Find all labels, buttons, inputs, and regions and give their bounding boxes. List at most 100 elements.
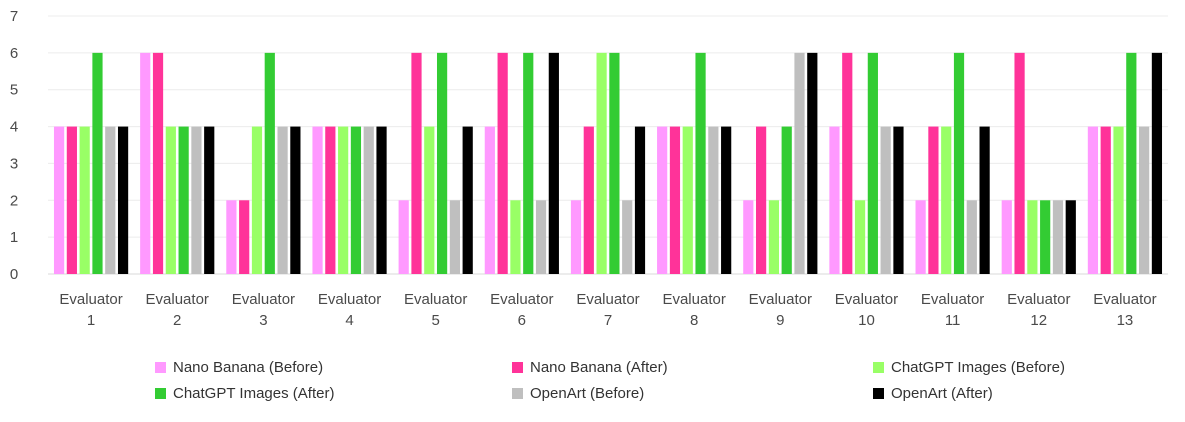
bar-chatgpt-images-before-evaluator-1 bbox=[79, 126, 90, 274]
bar-chatgpt-images-after-evaluator-1 bbox=[92, 52, 103, 274]
bar-openart-after-evaluator-8 bbox=[721, 126, 732, 274]
legend-item: ChatGPT Images (After) bbox=[155, 385, 334, 402]
bar-chatgpt-images-before-evaluator-10 bbox=[854, 200, 866, 274]
bar-openart-before-evaluator-2 bbox=[191, 126, 202, 274]
bar-openart-after-evaluator-11 bbox=[979, 126, 990, 274]
bar-chatgpt-images-after-evaluator-8 bbox=[695, 52, 706, 274]
bar-chatgpt-images-after-evaluator-2 bbox=[178, 126, 189, 274]
bar-openart-before-evaluator-10 bbox=[880, 126, 891, 274]
x-tick-label: Evaluator bbox=[662, 291, 725, 308]
x-tick-label: 6 bbox=[518, 312, 526, 329]
x-tick-label: 9 bbox=[776, 312, 784, 329]
bar-openart-before-evaluator-7 bbox=[622, 200, 633, 274]
bar-openart-before-evaluator-3 bbox=[277, 126, 288, 274]
x-tick-label: 3 bbox=[259, 312, 267, 329]
x-tick-label: 10 bbox=[858, 312, 875, 329]
bar-nano-banana-after-evaluator-9 bbox=[756, 126, 767, 274]
legend-item: OpenArt (Before) bbox=[512, 385, 644, 402]
bar-chatgpt-images-before-evaluator-3 bbox=[251, 126, 263, 274]
bar-openart-after-evaluator-4 bbox=[376, 126, 387, 274]
bar-openart-before-evaluator-13 bbox=[1139, 126, 1150, 274]
bar-nano-banana-after-evaluator-4 bbox=[325, 126, 336, 274]
y-tick-label: 5 bbox=[10, 82, 18, 99]
y-tick-label: 3 bbox=[10, 155, 18, 172]
bar-nano-banana-after-evaluator-13 bbox=[1100, 126, 1111, 274]
legend-label: Nano Banana (After) bbox=[530, 359, 668, 376]
bar-nano-banana-after-evaluator-1 bbox=[66, 126, 77, 274]
bar-chatgpt-images-after-evaluator-13 bbox=[1126, 52, 1137, 274]
x-tick-label: Evaluator bbox=[1093, 291, 1156, 308]
x-tick-label: Evaluator bbox=[146, 291, 209, 308]
x-tick-label: Evaluator bbox=[404, 291, 467, 308]
bar-nano-banana-after-evaluator-7 bbox=[583, 126, 594, 274]
bar-chatgpt-images-after-evaluator-6 bbox=[523, 52, 534, 274]
y-tick-label: 1 bbox=[10, 229, 18, 246]
bar-chatgpt-images-after-evaluator-11 bbox=[953, 52, 965, 274]
bar-openart-after-evaluator-3 bbox=[290, 126, 301, 274]
x-tick-label: 11 bbox=[945, 312, 961, 329]
x-tick-label: Evaluator bbox=[835, 291, 898, 308]
bar-openart-before-evaluator-9 bbox=[794, 52, 805, 274]
bar-chatgpt-images-before-evaluator-12 bbox=[1027, 200, 1038, 274]
legend-label: Nano Banana (Before) bbox=[173, 359, 324, 376]
bar-nano-banana-before-evaluator-6 bbox=[484, 126, 495, 274]
bar-openart-before-evaluator-6 bbox=[535, 200, 547, 274]
bar-openart-after-evaluator-12 bbox=[1065, 200, 1076, 274]
x-tick-label: Evaluator bbox=[576, 291, 639, 308]
legend-label: OpenArt (After) bbox=[891, 385, 993, 402]
bar-chatgpt-images-before-evaluator-11 bbox=[941, 126, 952, 274]
legend-item: Nano Banana (Before) bbox=[155, 359, 323, 376]
x-tick-label: 8 bbox=[690, 312, 698, 329]
bar-chatgpt-images-before-evaluator-4 bbox=[338, 126, 349, 274]
bar-nano-banana-before-evaluator-13 bbox=[1087, 126, 1099, 274]
bar-chatgpt-images-before-evaluator-6 bbox=[510, 200, 521, 274]
x-tick-label: 12 bbox=[1030, 312, 1047, 329]
bar-openart-before-evaluator-11 bbox=[966, 200, 977, 274]
legend-swatch bbox=[512, 362, 523, 373]
legend-swatch bbox=[873, 388, 884, 399]
x-tick-label: Evaluator bbox=[749, 291, 812, 308]
bar-openart-after-evaluator-10 bbox=[893, 126, 904, 274]
bar-nano-banana-after-evaluator-8 bbox=[669, 126, 681, 274]
bar-nano-banana-after-evaluator-12 bbox=[1014, 52, 1025, 274]
legend-item: ChatGPT Images (Before) bbox=[873, 359, 1065, 376]
legend-label: ChatGPT Images (After) bbox=[173, 385, 335, 402]
bar-nano-banana-before-evaluator-4 bbox=[312, 126, 323, 274]
bar-nano-banana-after-evaluator-6 bbox=[497, 52, 508, 274]
bar-openart-before-evaluator-1 bbox=[105, 126, 116, 274]
x-tick-label: Evaluator bbox=[1007, 291, 1070, 308]
x-tick-label: Evaluator bbox=[921, 291, 984, 308]
legend-swatch bbox=[155, 388, 166, 399]
bar-openart-before-evaluator-8 bbox=[708, 126, 719, 274]
bar-chatgpt-images-after-evaluator-5 bbox=[436, 52, 448, 274]
bar-openart-after-evaluator-9 bbox=[807, 52, 818, 274]
bar-chatgpt-images-before-evaluator-9 bbox=[768, 200, 780, 274]
bar-chatgpt-images-before-evaluator-13 bbox=[1113, 126, 1124, 274]
x-tick-label: Evaluator bbox=[318, 291, 381, 308]
y-tick-label: 6 bbox=[10, 45, 18, 62]
bar-nano-banana-before-evaluator-11 bbox=[915, 200, 926, 274]
legend-swatch bbox=[873, 362, 884, 373]
bar-nano-banana-before-evaluator-2 bbox=[140, 52, 151, 274]
y-tick-label: 7 bbox=[10, 8, 18, 25]
bar-chatgpt-images-after-evaluator-10 bbox=[867, 52, 878, 274]
y-tick-label: 0 bbox=[10, 266, 18, 283]
x-tick-label: Evaluator bbox=[490, 291, 553, 308]
bar-openart-after-evaluator-7 bbox=[634, 126, 646, 274]
bar-nano-banana-before-evaluator-12 bbox=[1001, 200, 1012, 274]
x-tick-label: Evaluator bbox=[59, 291, 122, 308]
x-tick-label: 5 bbox=[432, 312, 440, 329]
legend-swatch bbox=[512, 388, 523, 399]
bar-nano-banana-before-evaluator-9 bbox=[743, 200, 754, 274]
bar-nano-banana-before-evaluator-8 bbox=[657, 126, 668, 274]
bar-nano-banana-after-evaluator-11 bbox=[928, 126, 939, 274]
x-tick-label: 4 bbox=[345, 312, 353, 329]
bar-openart-before-evaluator-5 bbox=[449, 200, 460, 274]
x-tick-label: 7 bbox=[604, 312, 612, 329]
bar-nano-banana-after-evaluator-10 bbox=[842, 52, 853, 274]
bar-nano-banana-after-evaluator-2 bbox=[152, 52, 164, 274]
legend-item: OpenArt (After) bbox=[873, 385, 993, 402]
legend-item: Nano Banana (After) bbox=[512, 359, 668, 376]
